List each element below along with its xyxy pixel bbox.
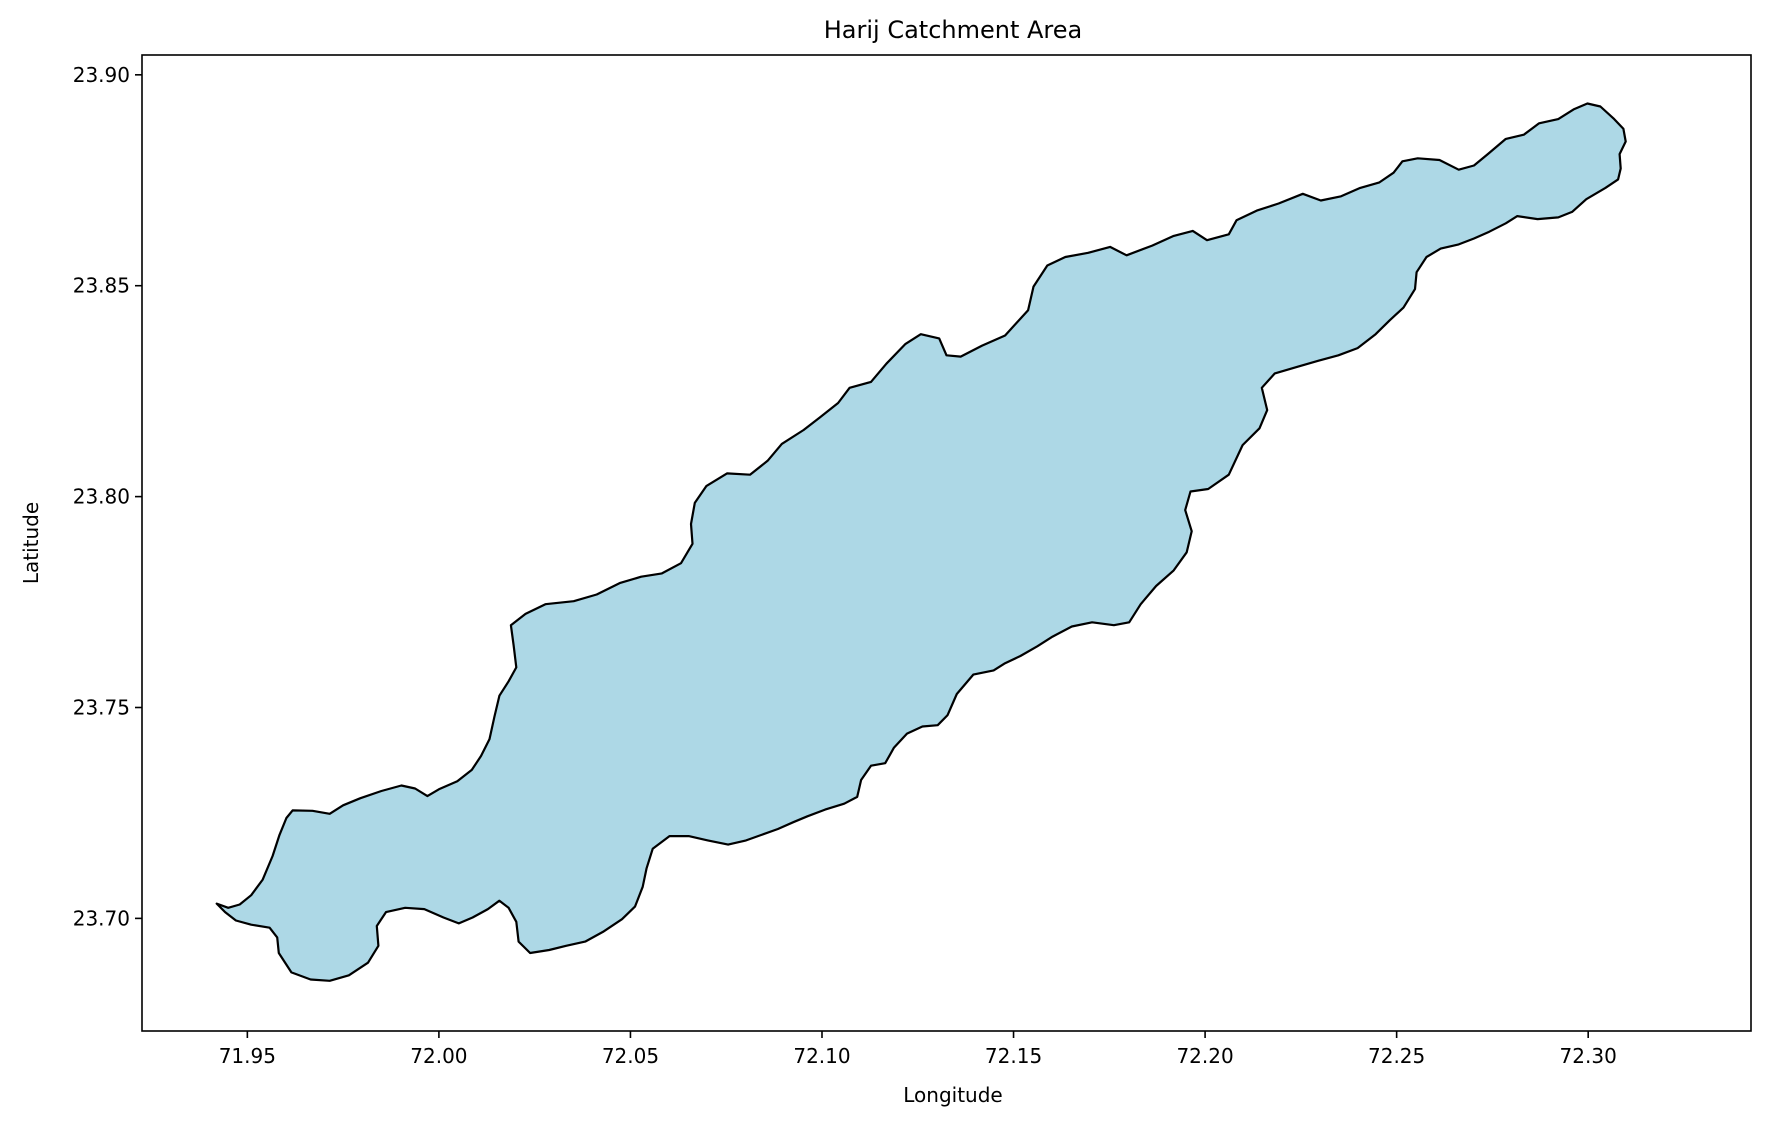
x-tick-label: 72.00: [410, 1044, 467, 1068]
y-tick-label: 23.70: [73, 906, 130, 930]
plot-frame: [141, 54, 1752, 1032]
x-tick-label: 71.95: [219, 1044, 276, 1068]
x-tick-label: 72.05: [602, 1044, 659, 1068]
catchment-polygon: [215, 102, 1627, 982]
y-tick-label: 23.90: [73, 63, 130, 87]
x-axis: 71.95 72.00 72.05 72.10 72.15 72.20 72.25 72.30: [219, 1031, 1617, 1068]
plot-area: [141, 54, 1752, 1032]
y-axis: 23.70 23.75 23.80 23.85 23.90: [73, 63, 142, 930]
x-tick-label: 72.25: [1368, 1044, 1425, 1068]
y-tick-label: 23.85: [73, 274, 130, 298]
map-title: Harij Catchment Area: [824, 16, 1083, 44]
x-axis-title: Longitude: [903, 1083, 1002, 1107]
y-axis-title: Latitude: [19, 502, 43, 584]
x-tick-label: 72.30: [1560, 1044, 1617, 1068]
y-tick-label: 23.75: [73, 695, 130, 719]
x-tick-label: 72.10: [793, 1044, 850, 1068]
x-tick-label: 72.15: [985, 1044, 1042, 1068]
y-tick-label: 23.80: [73, 485, 130, 509]
x-tick-label: 72.20: [1176, 1044, 1233, 1068]
